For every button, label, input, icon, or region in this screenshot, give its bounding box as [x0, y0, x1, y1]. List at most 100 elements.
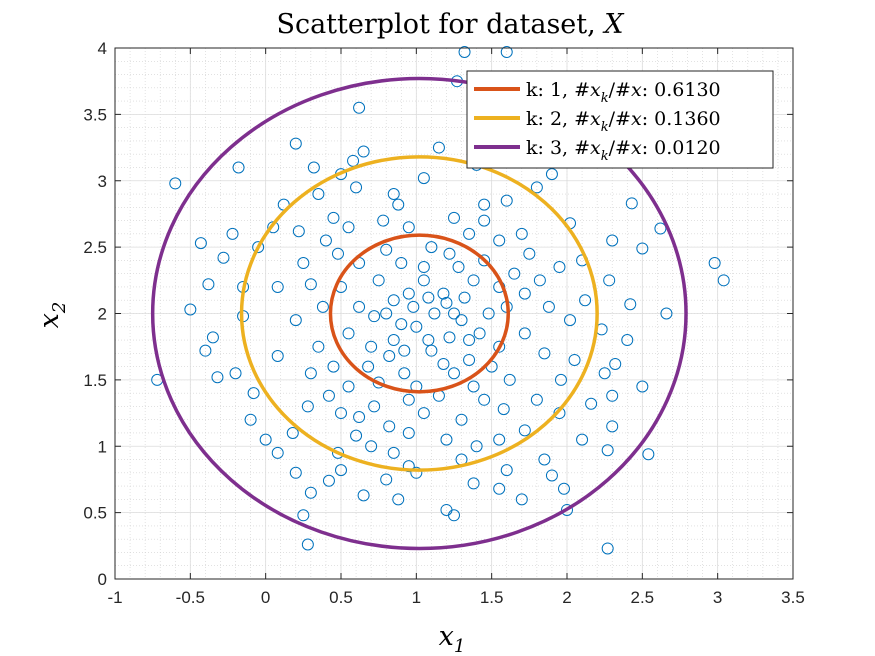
data-point	[398, 344, 411, 357]
ellipse-k1	[328, 233, 510, 394]
data-point	[455, 314, 468, 327]
data-point	[383, 349, 396, 362]
data-point	[463, 227, 476, 240]
data-point	[322, 389, 335, 402]
x-axis-label: x1	[439, 621, 466, 656]
data-point	[417, 407, 430, 420]
data-point	[598, 367, 611, 380]
data-point	[206, 331, 219, 344]
data-point	[478, 393, 491, 406]
data-point	[312, 188, 325, 201]
data-point	[301, 400, 314, 413]
data-point	[448, 307, 460, 320]
data-point	[428, 307, 441, 320]
data-point	[307, 161, 320, 174]
data-point	[229, 367, 242, 380]
data-point	[350, 429, 363, 442]
data-point	[410, 320, 423, 333]
y-axis-label-base: x	[34, 313, 65, 328]
data-point	[500, 194, 513, 207]
data-point	[561, 503, 573, 516]
data-point	[232, 161, 245, 174]
x-tick-label: 2	[562, 588, 571, 607]
data-point	[365, 340, 378, 353]
y-tick-label: 3.5	[83, 105, 107, 124]
chart-title-main: Scatterplot for dataset,	[276, 9, 604, 40]
data-point	[417, 172, 430, 185]
data-point	[252, 241, 265, 254]
data-point	[467, 380, 480, 393]
x-tick-label: 1.5	[480, 588, 504, 607]
data-point	[473, 327, 486, 340]
y-tick-label: 0.5	[83, 504, 107, 523]
data-point	[493, 482, 506, 495]
data-point	[387, 294, 400, 307]
data-point	[372, 274, 385, 287]
data-point	[606, 420, 619, 433]
data-point	[553, 261, 566, 274]
data-point	[448, 211, 460, 224]
data-point	[624, 298, 637, 311]
data-point	[564, 314, 577, 327]
data-point	[523, 247, 536, 260]
data-point	[331, 446, 344, 459]
x-tick-label: 3.5	[781, 588, 805, 607]
data-point	[304, 278, 317, 291]
data-point	[342, 380, 355, 393]
data-point	[217, 251, 230, 264]
x-axis-label-sub: 1	[454, 636, 465, 656]
data-point	[402, 426, 415, 439]
data-point	[654, 222, 667, 235]
axis-ticks: -1 -0.5 0 0.5 1 1.5 2 2.5 3 3.5 0 0.5 1 1.5 2 2.5 3 3.5 4	[83, 39, 804, 607]
data-point	[470, 440, 483, 453]
data-point	[440, 296, 453, 309]
x-tick-label: 3	[713, 588, 722, 607]
chart-title: Scatterplot for dataset, X	[276, 9, 625, 40]
data-point	[395, 318, 408, 331]
data-point	[478, 198, 491, 211]
data-point	[417, 261, 430, 274]
y-tick-label: 1	[98, 437, 107, 456]
x-tick-label: 1	[412, 588, 421, 607]
data-point	[467, 274, 480, 287]
data-point	[169, 177, 182, 190]
x-tick-label: 0	[261, 588, 270, 607]
data-point	[395, 257, 408, 270]
data-point	[545, 168, 558, 181]
data-point	[350, 181, 363, 194]
data-point	[538, 453, 551, 466]
data-point	[368, 400, 381, 413]
data-point	[533, 274, 546, 287]
data-point	[609, 357, 622, 370]
data-point	[392, 493, 405, 506]
data-point	[642, 448, 655, 461]
data-point	[312, 340, 325, 353]
data-point	[493, 433, 506, 446]
data-point	[636, 242, 649, 255]
data-point	[500, 45, 513, 58]
data-point	[368, 310, 381, 323]
y-tick-label: 0	[98, 570, 107, 589]
data-point	[557, 482, 570, 495]
data-point	[515, 493, 528, 506]
data-point	[327, 211, 340, 224]
data-point	[467, 477, 480, 490]
data-point	[292, 225, 305, 238]
data-point	[463, 334, 476, 347]
data-point	[380, 307, 393, 320]
data-point	[448, 509, 460, 522]
data-point	[304, 486, 317, 499]
data-point	[383, 420, 396, 433]
data-point	[289, 314, 302, 327]
data-point	[542, 300, 555, 313]
data-point	[398, 367, 411, 380]
y-axis-label: x2	[34, 302, 70, 329]
data-point	[708, 257, 721, 270]
data-point	[353, 300, 366, 313]
data-point	[387, 334, 400, 347]
data-point	[247, 387, 260, 400]
data-point	[576, 433, 589, 446]
legend-entry-k3: k: 3, #xk/#x: 0.0120	[526, 137, 721, 164]
